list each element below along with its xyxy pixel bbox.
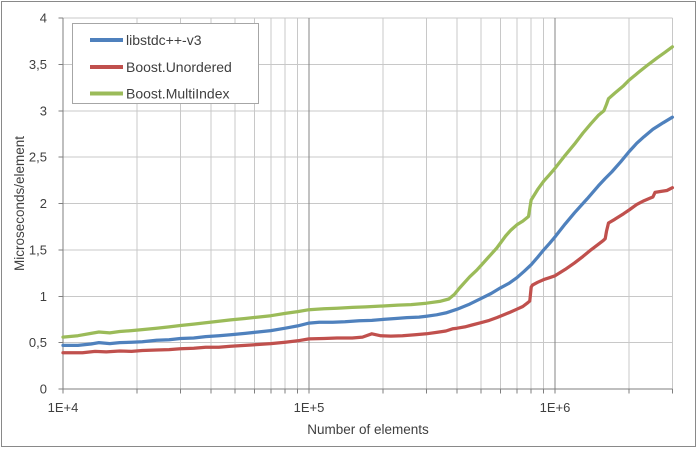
y-tick-label: 1,5 bbox=[29, 242, 47, 257]
y-axis-title: Microseconds/element bbox=[12, 136, 27, 271]
series-line-libstdc++-v3 bbox=[61, 115, 675, 348]
y-tick-label: 3,5 bbox=[29, 57, 47, 72]
x-tick-label: 1E+5 bbox=[294, 400, 325, 415]
legend-label-boost-multiindex: Boost.MultiIndex bbox=[126, 86, 230, 102]
legend-label-libstdc: libstdc++-v3 bbox=[126, 32, 202, 48]
x-tick-label: 1E+4 bbox=[48, 400, 79, 415]
axes bbox=[58, 17, 673, 394]
y-tick-label: 0,5 bbox=[29, 335, 47, 350]
legend-label-boost-unordered: Boost.Unordered bbox=[126, 59, 232, 75]
y-tick-label: 1 bbox=[40, 289, 47, 304]
tick-labels: 1E+4 1E+5 1E+6 0 0,5 1 1,5 2 2,5 3 3,5 4 bbox=[29, 11, 570, 416]
y-tick-label: 0 bbox=[40, 382, 47, 397]
legend-box bbox=[72, 23, 259, 104]
legend: libstdc++-v3 Boost.Unordered Boost.Multi… bbox=[72, 23, 259, 104]
y-tick-label: 4 bbox=[40, 11, 47, 26]
series-line-Boost.MultiIndex bbox=[61, 45, 675, 339]
x-tick-label: 1E+6 bbox=[540, 400, 571, 415]
series-lines bbox=[61, 45, 675, 355]
y-tick-label: 3 bbox=[40, 103, 47, 118]
series-line-Boost.Unordered bbox=[61, 186, 675, 355]
x-axis-title: Number of elements bbox=[307, 422, 429, 437]
y-tick-label: 2 bbox=[40, 196, 47, 211]
y-tick-label: 2,5 bbox=[29, 150, 47, 165]
